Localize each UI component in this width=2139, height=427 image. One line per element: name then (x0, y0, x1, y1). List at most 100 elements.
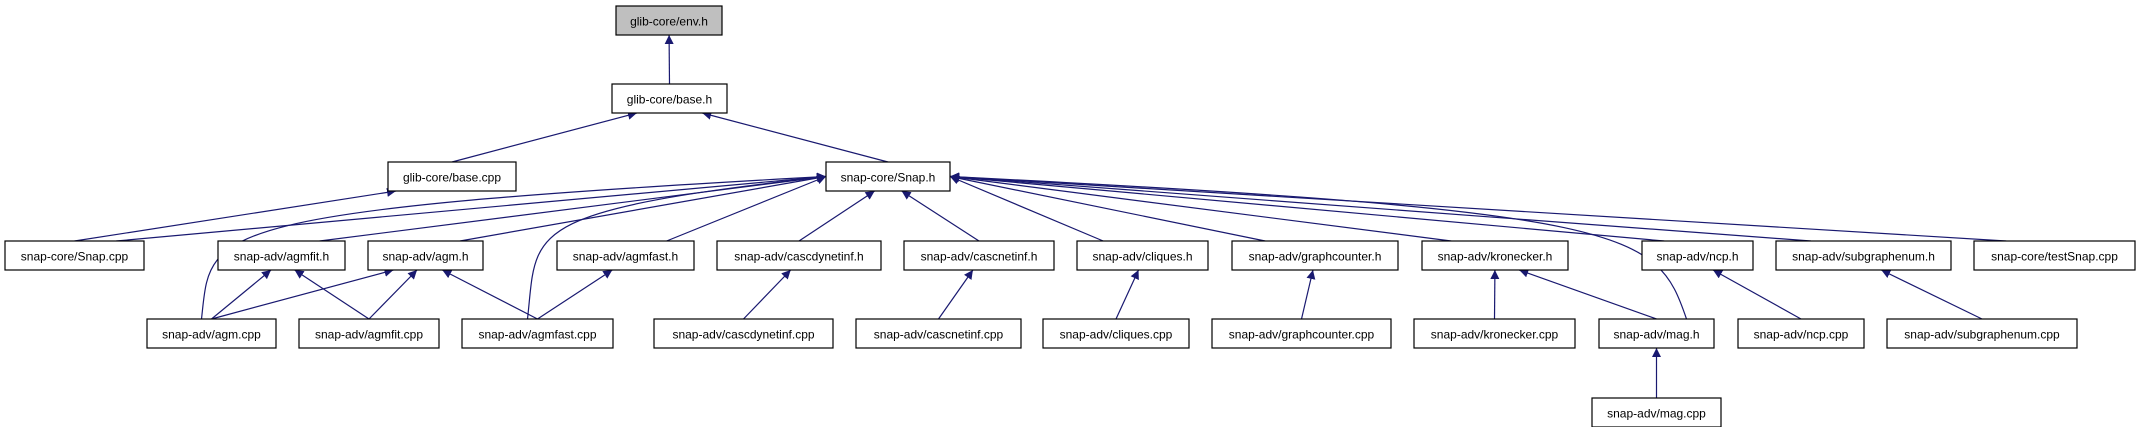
edge-graphcounter-cpp-to-graphcounter-h (1300, 269, 1316, 320)
node-box (611, 83, 728, 114)
node-ncp-h[interactable]: snap-adv/ncp.h (1641, 240, 1754, 271)
edge-agm-cpp-to-agmfit-h (211, 269, 272, 320)
edge-graphcounter-h-to-snap-h (949, 173, 1266, 242)
node-agmfast-cpp[interactable]: snap-adv/agmfast.cpp (461, 318, 614, 349)
node-label: snap-adv/agmfit.h (234, 250, 329, 264)
node-mag-h[interactable]: snap-adv/mag.h (1598, 318, 1715, 349)
node-box (1591, 397, 1722, 427)
edge-subgraphenum-cpp-to-subgraphenum-h (1881, 269, 1983, 320)
edge-kronecker-h-to-snap-h (949, 173, 1452, 242)
node-label: snap-adv/agmfast.h (573, 250, 678, 264)
node-label: snap-adv/cascnetinf.cpp (874, 328, 1004, 342)
node-cliques-cpp[interactable]: snap-adv/cliques.cpp (1042, 318, 1190, 349)
edge-snap-cpp-to-base-cpp (74, 187, 397, 242)
node-box (1231, 240, 1399, 271)
node-box (1886, 318, 2078, 349)
node-box (1421, 240, 1569, 271)
node-agmfit-cpp[interactable]: snap-adv/agmfit.cpp (298, 318, 440, 349)
node-box (825, 161, 951, 192)
node-graphcounter-h[interactable]: snap-adv/graphcounter.h (1231, 240, 1399, 271)
node-box (556, 240, 695, 271)
node-cascnetinf-h[interactable]: snap-adv/cascnetinf.h (903, 240, 1055, 271)
node-base-h[interactable]: glib-core/base.h (611, 83, 728, 114)
node-box (1598, 318, 1715, 349)
node-subgraphenum-h[interactable]: snap-adv/subgraphenum.h (1775, 240, 1952, 271)
node-label: snap-adv/cliques.cpp (1060, 328, 1173, 342)
node-kronecker-cpp[interactable]: snap-adv/kronecker.cpp (1413, 318, 1576, 349)
node-box (903, 240, 1055, 271)
node-cliques-h[interactable]: snap-adv/cliques.h (1076, 240, 1209, 271)
node-box (615, 5, 723, 36)
node-mag-cpp[interactable]: snap-adv/mag.cpp (1591, 397, 1722, 427)
node-cascnetinf-cpp[interactable]: snap-adv/cascnetinf.cpp (855, 318, 1022, 349)
edge-subgraphenum-h-to-snap-h (949, 172, 1812, 242)
edge-testsnap-cpp-to-snap-h (949, 172, 2007, 242)
edges (74, 34, 2007, 398)
node-label: snap-adv/mag.cpp (1607, 407, 1706, 421)
node-box (716, 240, 882, 271)
edge-agmfast-h-to-snap-h (666, 175, 827, 242)
node-box (855, 318, 1022, 349)
node-box (653, 318, 834, 349)
node-box (387, 161, 517, 192)
node-kronecker-h[interactable]: snap-adv/kronecker.h (1421, 240, 1569, 271)
node-base-cpp[interactable]: glib-core/base.cpp (387, 161, 517, 192)
node-label: glib-core/base.h (627, 93, 712, 107)
edge-agmfast-cpp-to-agm-h (442, 269, 538, 320)
node-label: snap-adv/cascdynetinf.h (734, 250, 863, 264)
node-box (146, 318, 277, 349)
node-agm-h[interactable]: snap-adv/agm.h (367, 240, 484, 271)
node-box (1775, 240, 1952, 271)
node-env-h[interactable]: glib-core/env.h (615, 5, 723, 36)
node-box (1973, 240, 2136, 271)
edge-base-cpp-to-base-h (451, 110, 638, 163)
node-label: snap-adv/ncp.h (1656, 250, 1738, 264)
node-box (298, 318, 440, 349)
node-testsnap-cpp[interactable]: snap-core/testSnap.cpp (1973, 240, 2136, 271)
node-snap-h[interactable]: snap-core/Snap.h (825, 161, 951, 192)
node-box (461, 318, 614, 349)
node-label: snap-core/Snap.cpp (21, 250, 129, 264)
edge-cliques-h-to-snap-h (949, 175, 1104, 242)
node-agmfit-h[interactable]: snap-adv/agmfit.h (217, 240, 346, 271)
node-label: snap-adv/ncp.cpp (1754, 328, 1849, 342)
nodes: glib-core/env.h glib-core/base.h glib-core… (4, 5, 2136, 427)
node-label: snap-core/testSnap.cpp (1991, 250, 2118, 264)
edge-agm-cpp-to-snap-h (200, 172, 827, 320)
node-cascdynetinf-h[interactable]: snap-adv/cascdynetinf.h (716, 240, 882, 271)
node-agmfast-h[interactable]: snap-adv/agmfast.h (556, 240, 695, 271)
node-box (1042, 318, 1190, 349)
node-box (217, 240, 346, 271)
node-box (1211, 318, 1392, 349)
node-subgraphenum-cpp[interactable]: snap-adv/subgraphenum.cpp (1886, 318, 2078, 349)
node-label: snap-adv/agmfit.cpp (315, 328, 423, 342)
edge-cliques-cpp-to-cliques-h (1115, 269, 1140, 320)
node-label: snap-adv/graphcounter.cpp (1229, 328, 1375, 342)
node-snap-cpp[interactable]: snap-core/Snap.cpp (4, 240, 145, 271)
node-graphcounter-cpp[interactable]: snap-adv/graphcounter.cpp (1211, 318, 1392, 349)
edge-cascdynetinf-cpp-to-cascdynetinf-h (743, 269, 792, 320)
node-box (1076, 240, 1209, 271)
node-box (367, 240, 484, 271)
edge-agmfast-cpp-to-snap-h (526, 173, 827, 320)
edge-ncp-cpp-to-ncp-h (1712, 269, 1802, 320)
edge-agm-cpp-to-agm-h (211, 267, 394, 320)
node-agm-cpp[interactable]: snap-adv/agm.cpp (146, 318, 277, 349)
edge-agmfit-cpp-to-agmfit-h (294, 269, 370, 320)
node-label: snap-adv/subgraphenum.cpp (1904, 328, 2060, 342)
edge-cascnetinf-cpp-to-cascnetinf-h (938, 269, 974, 320)
node-cascdynetinf-cpp[interactable]: snap-adv/cascdynetinf.cpp (653, 318, 834, 349)
edge-agm-h-to-snap-h (459, 173, 827, 242)
node-label: snap-adv/graphcounter.h (1249, 250, 1382, 264)
edge-mag-h-to-snap-h (949, 172, 1688, 320)
edge-cascdynetinf-h-to-snap-h (798, 190, 875, 242)
node-label: snap-adv/agm.h (382, 250, 468, 264)
node-box (1413, 318, 1576, 349)
edge-snap-cpp-to-snap-h (116, 172, 827, 242)
node-label: snap-adv/kronecker.h (1438, 250, 1553, 264)
node-label: snap-adv/cliques.h (1092, 250, 1192, 264)
node-label: snap-adv/cascdynetinf.cpp (672, 328, 814, 342)
edge-agmfast-cpp-to-agmfast-h (537, 269, 613, 320)
node-label: snap-adv/agm.cpp (162, 328, 261, 342)
node-ncp-cpp[interactable]: snap-adv/ncp.cpp (1737, 318, 1865, 349)
